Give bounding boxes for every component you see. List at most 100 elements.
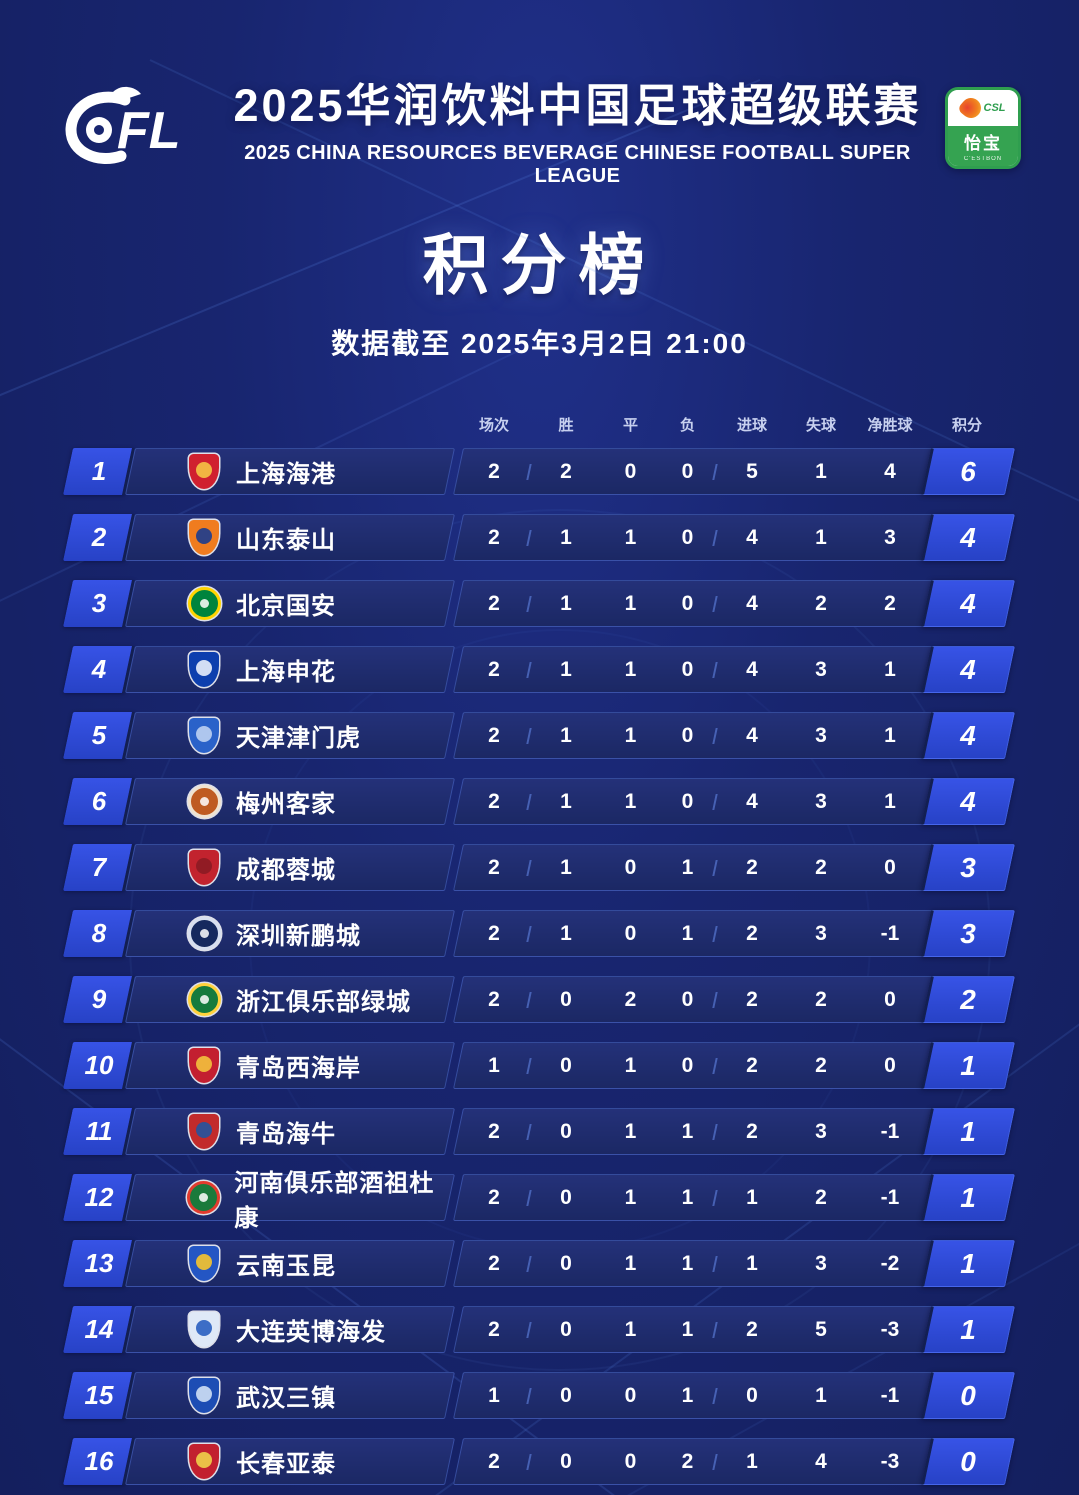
stat-cell: 4 [746,657,758,681]
stat-cell: 3 [815,1251,827,1275]
points-badge: 1 [921,1306,1015,1353]
team-stats-bar: 2 1 0 1 2 2 0 3 [453,844,1015,891]
stat-cell: 4 [746,525,758,549]
stat-cell: 0 [659,460,716,484]
team-crest-icon [189,652,219,687]
stat-cell: 1 [560,789,572,813]
stat-cell: 1 [884,789,896,813]
team-crest-icon [189,520,219,555]
col-draws: 平 [622,416,638,434]
team-name: 浙江俱乐部绿城 [236,989,411,1016]
stat-cell: 0 [560,1185,572,1209]
rank-number: 9 [91,984,107,1014]
points-number: 2 [960,983,976,1015]
standings-rows: 1 上海海港 2 2 0 0 5 1 4 6 [0,448,1079,1485]
league-title-cn: 2025华润饮料中国足球超级联赛 [233,79,922,131]
team-crest-icon [189,1378,219,1413]
col-goals-for: 进球 [736,416,767,434]
team-crest-icon [187,983,221,1016]
csl-label: CSL [983,102,1006,114]
stat-cell: 2 [458,658,530,682]
team-name-bar: 山东泰山 [125,514,455,561]
rank-badge: 5 [63,712,135,759]
team-logo [184,917,224,950]
team-crest-icon [187,785,221,818]
points-badge: 0 [921,1438,1015,1485]
table-header: 场次 胜 平 负 进球 失球 净胜球 积分 [68,414,1008,434]
points-badge: 1 [921,1240,1015,1287]
rank-badge: 4 [63,646,135,693]
col-goal-diff: 净胜球 [867,416,913,434]
stat-cell: 0 [659,988,716,1012]
stat-cell: 2 [458,1450,530,1474]
team-name: 深圳新鹏城 [236,923,361,950]
points-badge: 3 [921,844,1015,891]
data-cutoff-subtitle: 数据截至 2025年3月2日 21:00 [331,328,748,359]
stat-cell: 0 [746,1383,758,1407]
team-logo [184,718,224,753]
team-stats-bar: 2 0 2 0 2 2 0 2 [453,976,1015,1023]
points-badge: 4 [921,580,1015,627]
stat-cell: 0 [659,592,716,616]
team-logo [184,850,224,885]
stat-cell: 0 [659,658,716,682]
team-name-bar: 大连英博海发 [125,1306,455,1353]
league-title-en: 2025 CHINA RESOURCES BEVERAGE CHINESE FO… [244,141,911,187]
points-badge: 6 [921,448,1015,495]
stat-cell: 1 [659,1252,716,1276]
stat-cell: 1 [746,1251,758,1275]
league-titles: 2025华润饮料中国足球超级联赛 2025 CHINA RESOURCES BE… [210,69,945,188]
team-stats-bar: 2 1 0 1 2 3 -1 3 [453,910,1015,957]
stat-cell: 2 [746,1317,758,1341]
stat-cell: 1 [560,525,572,549]
rank-number: 5 [91,720,107,750]
table-row: 8 深圳新鹏城 2 1 0 1 2 3 -1 3 [63,910,1015,957]
table-row: 14 大连英博海发 2 0 1 1 2 5 -3 1 [63,1306,1015,1353]
stat-cell: 0 [560,1383,572,1407]
team-logo [184,587,224,620]
stat-cell: 1 [624,1119,637,1143]
stat-cell: 1 [458,1054,530,1078]
rank-number: 15 [84,1380,114,1410]
cfl-logo: FL [50,82,210,174]
stat-cell: 1 [659,1318,716,1342]
points-number: 4 [960,785,976,817]
points-number: 1 [960,1181,976,1213]
stat-cell: 5 [746,459,758,483]
stat-cell: 2 [815,1053,827,1077]
points-number: 4 [960,521,976,553]
rank-number: 7 [91,852,107,882]
points-number: 4 [960,587,976,619]
stat-cell: 1 [659,922,716,946]
points-number: 1 [960,1313,976,1345]
team-stats-bar: 2 1 1 0 4 3 1 4 [453,778,1015,825]
team-name-bar: 浙江俱乐部绿城 [125,976,455,1023]
sponsor-badge-bottom: 怡宝 C'ESTBON [948,126,1018,166]
rank-number: 10 [84,1050,114,1080]
rank-number: 13 [84,1248,114,1278]
stat-cell: 0 [659,790,716,814]
stat-cell: 4 [815,1449,827,1473]
stat-cell: 2 [815,591,827,615]
stat-cell: 1 [624,525,637,549]
rank-badge: 13 [63,1240,135,1287]
sponsor-brand-sub: C'ESTBON [963,156,1003,162]
points-badge: 1 [921,1108,1015,1155]
stat-cell: -1 [880,1119,900,1143]
team-crest-icon [186,1181,220,1214]
stat-cell: 3 [815,723,827,747]
stat-cell: 0 [884,987,896,1011]
points-number: 1 [960,1247,976,1279]
stat-cell: 2 [458,790,530,814]
team-logo [184,1444,224,1479]
col-points: 积分 [951,416,982,434]
rank-number: 6 [91,786,107,816]
stat-cell: 1 [815,459,827,483]
points-number: 0 [960,1379,976,1411]
col-matches: 场次 [478,416,509,434]
stat-cell: 1 [659,856,716,880]
team-name-bar: 长春亚泰 [125,1438,455,1485]
table-row: 5 天津津门虎 2 1 1 0 4 3 1 4 [63,712,1015,759]
stat-cell: 1 [884,657,896,681]
rank-number: 4 [91,654,107,684]
